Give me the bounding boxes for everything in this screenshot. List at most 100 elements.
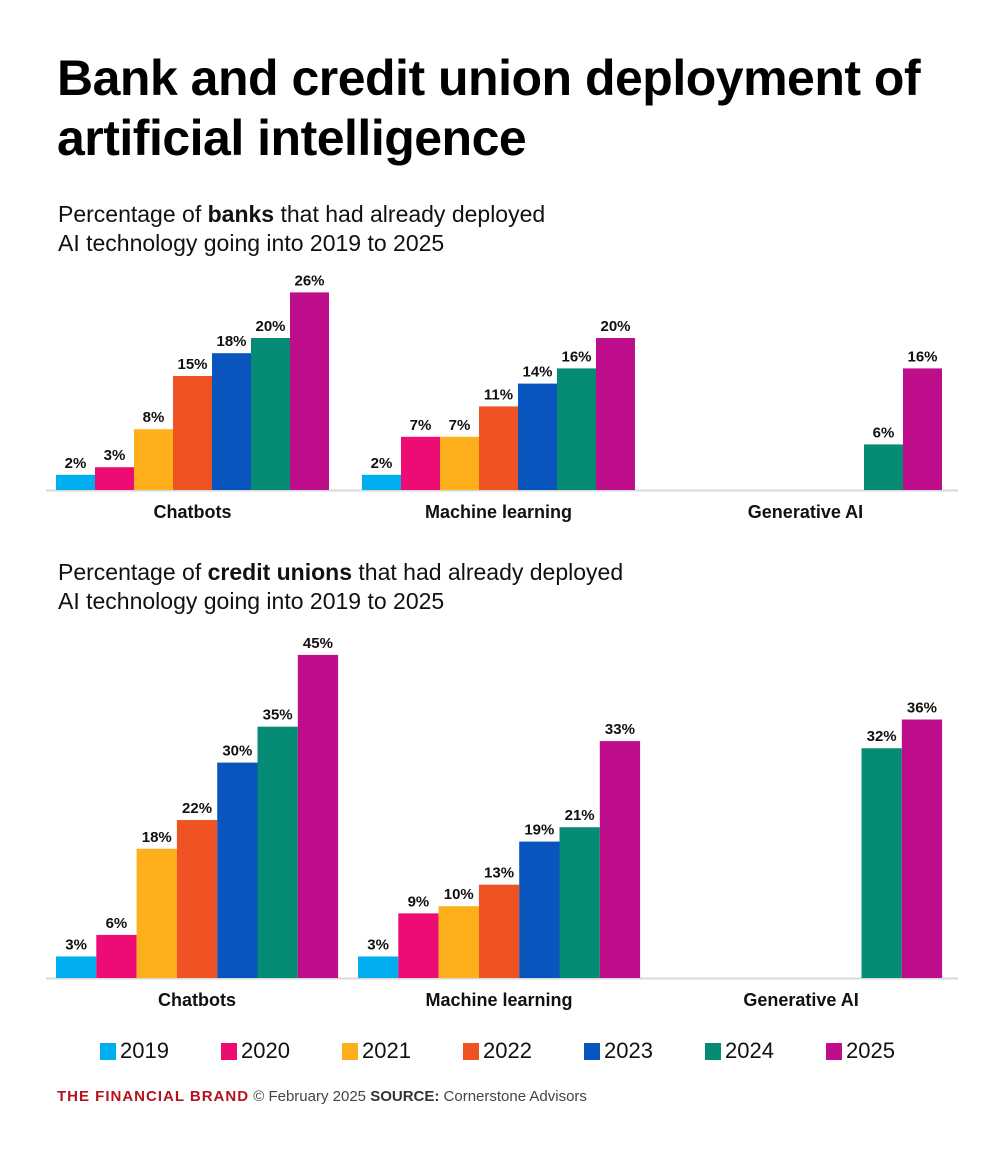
- data-label: 8%: [143, 409, 165, 426]
- bar-2019: [56, 474, 95, 490]
- bar-2019: [362, 474, 401, 490]
- data-label: 19%: [524, 822, 554, 839]
- subtitle-text: Percentage of: [58, 201, 208, 227]
- legend-label: 2022: [483, 1038, 532, 1063]
- data-label: 6%: [873, 424, 895, 441]
- legend-item-2020: 2020: [221, 1038, 342, 1064]
- source-label: SOURCE:: [370, 1088, 440, 1105]
- brand-logo: THE FINANCIAL BRAND: [57, 1088, 250, 1105]
- footer: THE FINANCIAL BRAND © February 2025 SOUR…: [57, 1088, 587, 1105]
- banks-chart: 2% 3% 8% 15% 18% 20% 26% Chatbots 2% 7% 7% 11% 14% 16…: [46, 272, 958, 522]
- data-label: 33%: [605, 721, 635, 738]
- bar-2021: [136, 848, 177, 978]
- bar-2024: [559, 827, 600, 978]
- legend: 2019 2020 2021 2022 2023 2024 2025: [100, 1038, 947, 1064]
- category-label: Machine learning: [426, 990, 573, 1010]
- data-label: 11%: [484, 386, 513, 403]
- chart-1-subtitle: Percentage of banks that had already dep…: [58, 200, 545, 258]
- bar-2022: [479, 406, 518, 490]
- bar-2022: [478, 884, 520, 978]
- data-label: 20%: [600, 318, 630, 335]
- bar-2020: [401, 436, 440, 490]
- data-label: 6%: [106, 915, 128, 932]
- data-label: 20%: [255, 318, 285, 335]
- bar-2025: [596, 338, 635, 490]
- bar-2021: [440, 436, 479, 490]
- subtitle-line2: AI technology going into 2019 to 2025: [58, 588, 445, 614]
- legend-swatch: [584, 1042, 600, 1060]
- data-label: 36%: [907, 700, 937, 717]
- data-label: 9%: [408, 893, 430, 910]
- bar-2022: [173, 376, 212, 490]
- footer-date: © February 2025: [253, 1088, 367, 1105]
- data-label: 3%: [65, 936, 87, 953]
- bar-2025: [290, 292, 329, 490]
- legend-label: 2024: [725, 1038, 774, 1063]
- bar-2020: [398, 913, 439, 978]
- legend-item-2021: 2021: [342, 1038, 463, 1064]
- data-label: 13%: [484, 865, 514, 882]
- data-label: 14%: [522, 364, 552, 381]
- credit-unions-chart: 3% 6% 18% 22% 30% 35% 45% Chatbots 3% 9% 10% 13% 19%…: [46, 635, 958, 1010]
- bar-2020: [96, 934, 137, 978]
- subtitle-line2: AI technology going into 2019 to 2025: [58, 230, 445, 256]
- bar-2024: [251, 338, 290, 490]
- bar-2024: [557, 368, 596, 490]
- bar-2025: [297, 654, 339, 978]
- source-name: Cornerstone Advisors: [443, 1088, 587, 1105]
- legend-item-2023: 2023: [584, 1038, 705, 1064]
- bar-2020: [95, 467, 134, 490]
- data-label: 3%: [104, 447, 126, 464]
- bar-2023: [519, 841, 560, 978]
- data-label: 18%: [142, 829, 172, 846]
- chart-2-subtitle: Percentage of credit unions that had alr…: [58, 558, 623, 616]
- data-label: 32%: [867, 728, 897, 745]
- bar-2023: [518, 383, 557, 490]
- bar-2019: [56, 956, 97, 978]
- subtitle-bold: banks: [207, 201, 275, 227]
- legend-label: 2019: [120, 1038, 169, 1063]
- legend-swatch: [463, 1042, 479, 1060]
- legend-label: 2023: [604, 1038, 653, 1063]
- legend-label: 2021: [362, 1038, 411, 1063]
- legend-item-2025: 2025: [826, 1038, 947, 1064]
- legend-swatch: [705, 1042, 721, 1060]
- legend-swatch: [100, 1042, 116, 1060]
- bar-2025: [901, 719, 943, 978]
- data-label: 2%: [65, 455, 87, 472]
- bar-2021: [134, 429, 173, 490]
- legend-item-2019: 2019: [100, 1038, 221, 1064]
- data-label: 21%: [565, 807, 595, 824]
- bar-2025: [903, 368, 942, 490]
- data-label: 3%: [367, 936, 389, 953]
- legend-swatch: [826, 1042, 842, 1060]
- bar-2021: [438, 906, 479, 978]
- category-label: Generative AI: [748, 502, 863, 522]
- data-label: 26%: [294, 272, 324, 289]
- bar-2024: [864, 444, 903, 490]
- data-label: 16%: [561, 348, 591, 365]
- category-label: Chatbots: [154, 502, 232, 522]
- category-label: Machine learning: [425, 502, 572, 522]
- category-label: Generative AI: [743, 990, 858, 1010]
- legend-label: 2020: [241, 1038, 290, 1063]
- data-label: 7%: [449, 417, 471, 434]
- bar-2024: [861, 748, 902, 978]
- legend-label: 2025: [846, 1038, 895, 1063]
- subtitle-bold: credit unions: [207, 559, 353, 585]
- data-label: 15%: [177, 356, 207, 373]
- data-label: 7%: [410, 417, 432, 434]
- bar-2023: [212, 353, 251, 490]
- data-label: 10%: [444, 886, 474, 903]
- data-label: 16%: [907, 348, 937, 365]
- data-label: 18%: [216, 333, 246, 350]
- data-label: 45%: [303, 635, 333, 652]
- data-label: 22%: [182, 800, 212, 817]
- legend-swatch: [221, 1042, 237, 1060]
- subtitle-text: Percentage of: [58, 559, 208, 585]
- bar-2023: [217, 762, 258, 978]
- data-label: 2%: [371, 455, 393, 472]
- legend-swatch: [342, 1042, 358, 1060]
- data-label: 35%: [263, 707, 293, 724]
- bar-2022: [176, 820, 218, 978]
